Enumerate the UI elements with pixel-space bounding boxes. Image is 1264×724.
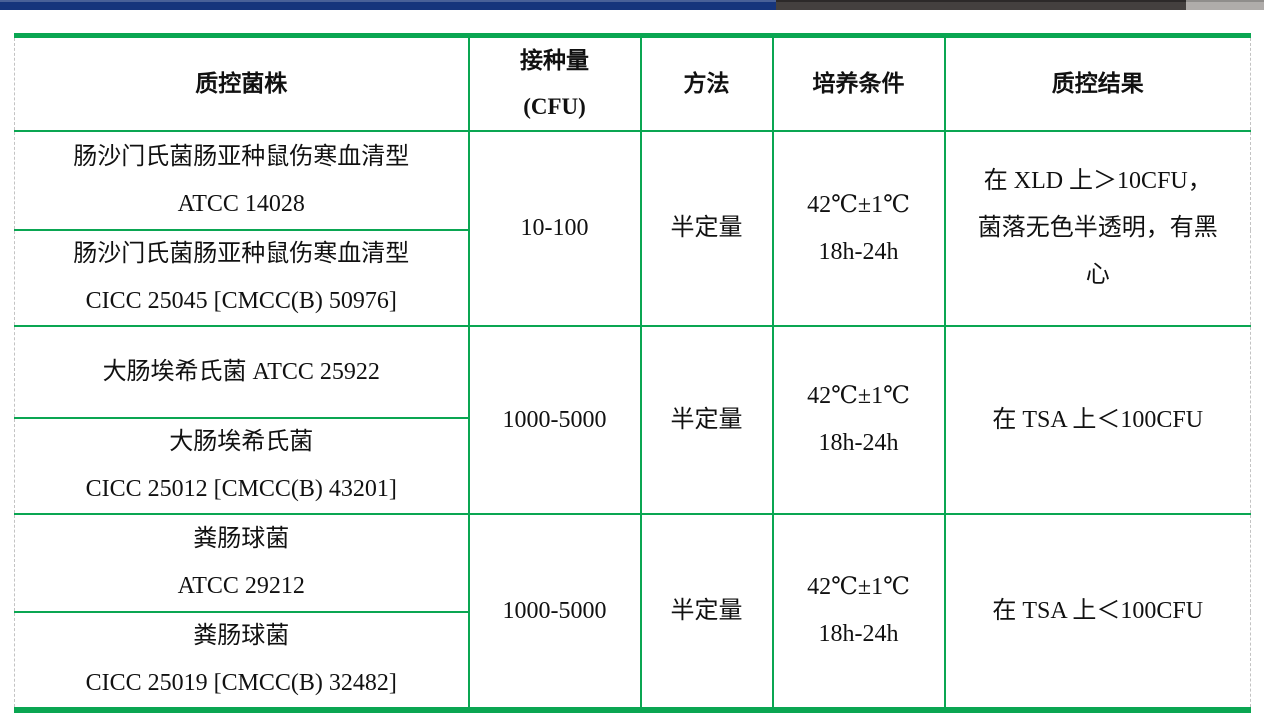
- strain-cell: 大肠埃希氏菌 CICC 25012 [CMCC(B) 43201]: [14, 417, 470, 515]
- inoculum-cell: 1000-5000: [467, 513, 642, 713]
- top-bar-dark-gray-segment: [776, 0, 1186, 10]
- strain-cell: 粪肠球菌 CICC 25019 [CMCC(B) 32482]: [14, 611, 470, 713]
- header-result: 质控结果: [943, 33, 1251, 132]
- table-header-row: 质控菌株 接种量 (CFU) 方法 培养条件 质控结果: [14, 33, 1251, 132]
- table-row-salmonella-cicc: 肠沙门氏菌肠亚种鼠伤寒血清型 CICC 25045 [CMCC(B) 50976…: [14, 229, 1251, 327]
- header-incubation: 培养条件: [771, 33, 946, 132]
- method-cell: 半定量: [639, 130, 774, 327]
- result-cell: 在 TSA 上＜100CFU: [943, 325, 1251, 515]
- top-bar-blue-segment: [0, 0, 776, 10]
- incubation-cell: 42℃±1℃ 18h-24h: [771, 130, 946, 327]
- inoculum-cell: 1000-5000: [467, 325, 642, 515]
- header-strain: 质控菌株: [14, 33, 470, 132]
- incubation-cell: 42℃±1℃ 18h-24h: [771, 325, 946, 515]
- header-inoculum: 接种量 (CFU): [467, 33, 642, 132]
- method-cell: 半定量: [639, 513, 774, 713]
- result-cell: 在 XLD 上＞10CFU， 菌落无色半透明，有黑 心: [943, 130, 1251, 327]
- result-cell: 在 TSA 上＜100CFU: [943, 513, 1251, 713]
- window-top-bar: [0, 0, 1264, 10]
- header-method: 方法: [639, 33, 774, 132]
- strain-cell: 粪肠球菌 ATCC 29212: [14, 513, 470, 613]
- top-bar-light-gray-segment: [1186, 0, 1264, 10]
- inoculum-cell: 10-100: [467, 130, 642, 327]
- strain-cell: 大肠埃希氏菌 ATCC 25922: [14, 325, 470, 419]
- table-row-enterococcus-cicc: 粪肠球菌 CICC 25019 [CMCC(B) 32482]: [14, 611, 1251, 713]
- incubation-cell: 42℃±1℃ 18h-24h: [771, 513, 946, 713]
- table-row-ecoli-cicc: 大肠埃希氏菌 CICC 25012 [CMCC(B) 43201]: [14, 417, 1251, 515]
- qc-table: 质控菌株 接种量 (CFU) 方法 培养条件 质控结果 肠沙门氏菌肠亚种鼠伤寒血…: [14, 33, 1251, 713]
- table-row-ecoli-atcc: 大肠埃希氏菌 ATCC 25922 1000-5000 半定量 42℃±1℃ 1…: [14, 325, 1251, 515]
- method-cell: 半定量: [639, 325, 774, 515]
- strain-cell: 肠沙门氏菌肠亚种鼠伤寒血清型 ATCC 14028: [14, 130, 470, 231]
- strain-cell: 肠沙门氏菌肠亚种鼠伤寒血清型 CICC 25045 [CMCC(B) 50976…: [14, 229, 470, 327]
- table-row-salmonella-atcc: 肠沙门氏菌肠亚种鼠伤寒血清型 ATCC 14028 10-100 半定量 42℃…: [14, 130, 1251, 327]
- table-row-enterococcus-atcc: 粪肠球菌 ATCC 29212 1000-5000 半定量 42℃±1℃ 18h…: [14, 513, 1251, 713]
